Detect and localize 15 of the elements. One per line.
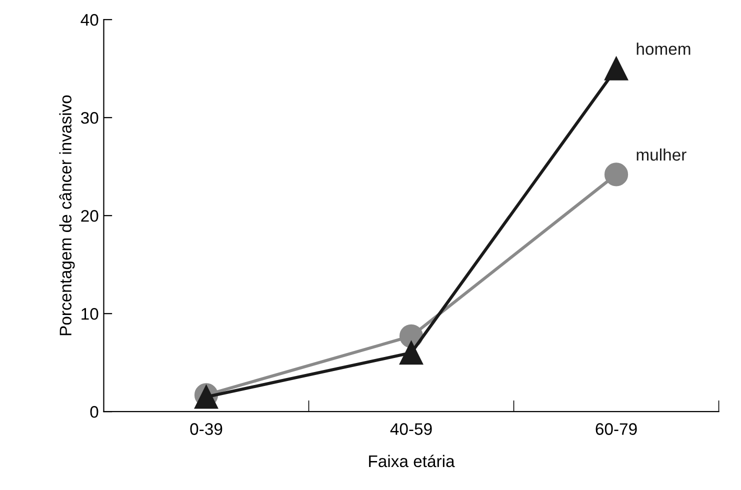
- y-tick-label: 20: [81, 210, 98, 222]
- point: [399, 340, 424, 365]
- x-tick-label: 60-79: [596, 423, 637, 435]
- y-axis-title: Porcentagem de câncer invasivo: [59, 95, 75, 336]
- x-tick-label: 40-59: [390, 423, 432, 435]
- y-tick-label: 40: [80, 14, 98, 26]
- y-tick-label: 0: [90, 406, 98, 418]
- series-label: mulher: [636, 148, 686, 161]
- x-axis-title: Faixa etária: [369, 454, 455, 468]
- point: [604, 56, 628, 80]
- x-tick-label: 0-39: [190, 423, 222, 435]
- y-tick-label: 10: [82, 308, 98, 320]
- point: [604, 162, 628, 186]
- series-label: homem: [636, 42, 690, 55]
- y-tick-label: 30: [80, 112, 98, 124]
